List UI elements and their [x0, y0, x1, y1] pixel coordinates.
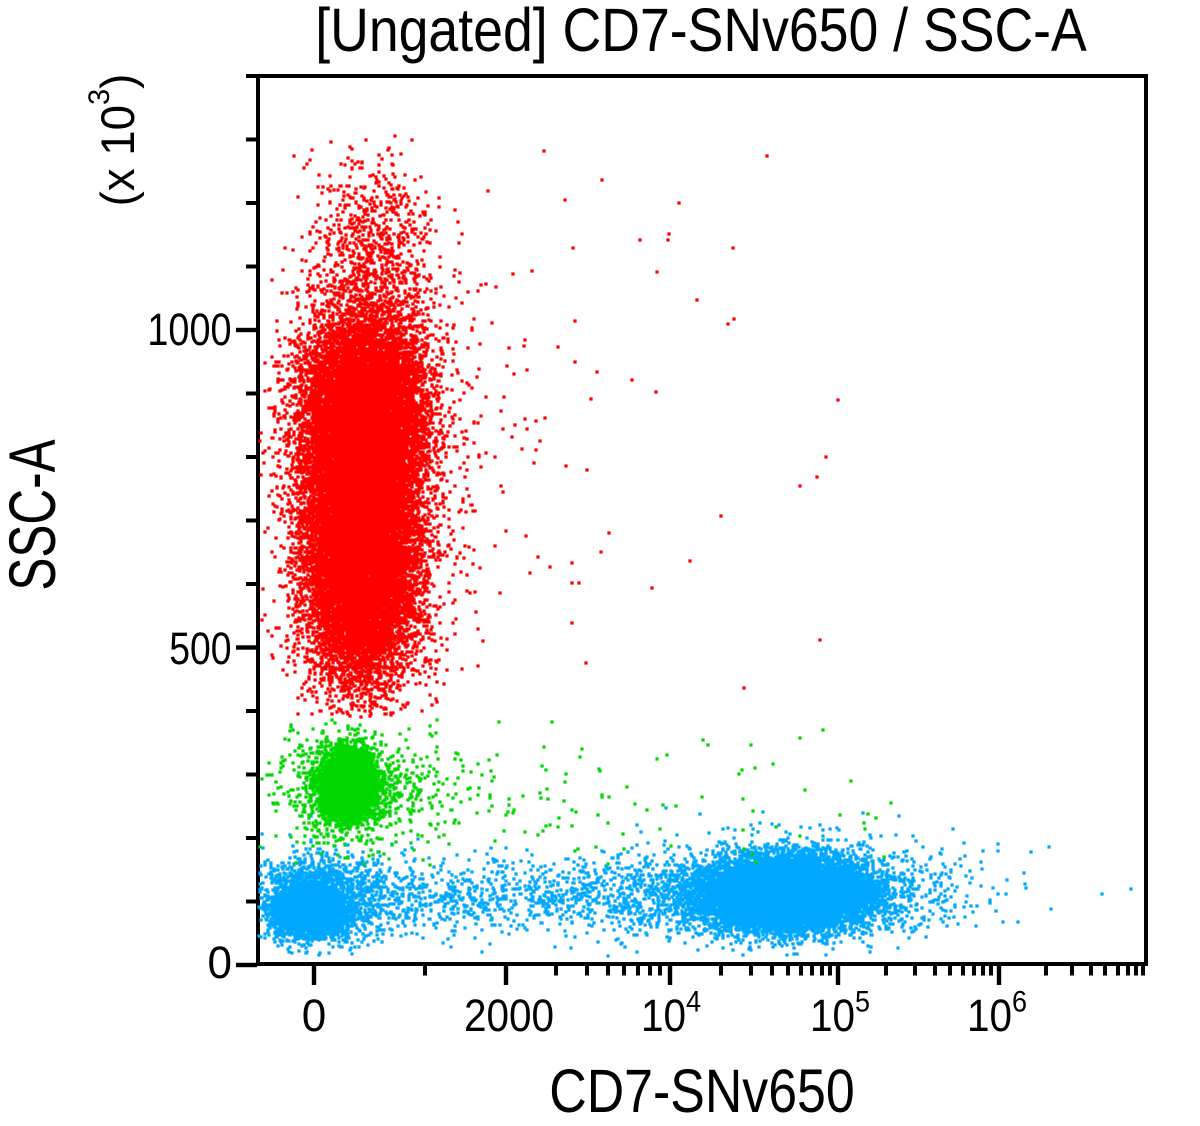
svg-text:[Ungated] CD7-SNv650 / SSC-A: [Ungated] CD7-SNv650 / SSC-A	[315, 0, 1087, 65]
svg-text:0: 0	[207, 939, 232, 988]
svg-text:CD7-SNv650: CD7-SNv650	[549, 1057, 854, 1125]
svg-text:2000: 2000	[464, 991, 554, 1041]
svg-text:106: 106	[967, 985, 1027, 1041]
svg-text:0: 0	[302, 992, 327, 1041]
svg-text:500: 500	[169, 624, 231, 674]
svg-text:SSC-A: SSC-A	[0, 439, 70, 590]
svg-text:1000: 1000	[147, 304, 231, 355]
